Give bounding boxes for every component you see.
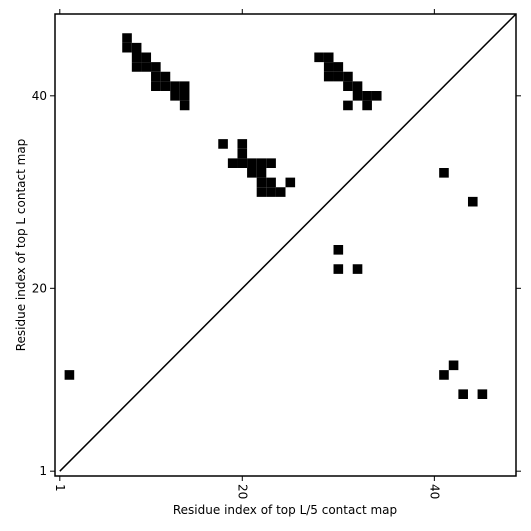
contact-point (439, 168, 449, 178)
contact-point (256, 177, 267, 188)
contact-point (477, 389, 488, 399)
contact-point (458, 389, 468, 399)
contact-point (343, 71, 353, 82)
contact-point (237, 139, 248, 149)
contact-point (218, 139, 228, 149)
contact-point (64, 370, 75, 380)
contact-point (352, 264, 363, 274)
contact-point (256, 158, 267, 168)
contact-point (439, 370, 449, 380)
x-tick-label: 1 (53, 484, 67, 492)
contact-point (371, 91, 382, 101)
contact-point (362, 100, 372, 111)
contact-point (179, 100, 190, 111)
contact-point (362, 91, 372, 101)
contact-point (122, 33, 132, 43)
contact-point (275, 187, 286, 197)
y-tick-label: 40 (32, 89, 47, 103)
x-tick-label: 40 (427, 484, 441, 499)
contact-point (256, 168, 267, 178)
contact-point (323, 71, 334, 82)
diagonal-line (59, 13, 517, 472)
contact-point (151, 81, 161, 91)
contact-point (160, 71, 171, 82)
contact-point (131, 62, 142, 72)
contact-point (467, 196, 478, 207)
contact-point (170, 81, 180, 91)
contact-point (170, 91, 180, 101)
contact-point (333, 62, 344, 72)
contact-point (227, 158, 238, 168)
contact-point (266, 177, 276, 188)
contact-point (323, 62, 334, 72)
contact-point (323, 52, 334, 63)
contact-point (131, 42, 142, 53)
contact-point (333, 264, 344, 274)
contact-point (122, 42, 132, 53)
contact-point (343, 100, 353, 111)
contact-point (285, 177, 296, 188)
contact-point (141, 52, 152, 63)
contact-point (151, 62, 161, 72)
contact-point (179, 81, 190, 91)
y-tick-label: 1 (39, 464, 47, 478)
contact-point (247, 168, 257, 178)
contact-point (314, 52, 324, 63)
y-axis-label: Residue index of top L contact map (14, 139, 28, 352)
contact-point (333, 71, 344, 82)
contact-point (333, 245, 344, 255)
x-axis-label: Residue index of top L/5 contact map (173, 503, 397, 517)
contact-point (179, 91, 190, 101)
contact-point (343, 81, 353, 91)
contact-point (247, 158, 257, 168)
plot-frame (54, 13, 517, 477)
contact-point (141, 62, 152, 72)
contact-point (352, 81, 363, 91)
contact-point (352, 91, 363, 101)
y-tick-label: 20 (32, 281, 47, 295)
x-tick-label: 20 (235, 484, 249, 499)
contact-point (266, 187, 276, 197)
contact-point (256, 187, 267, 197)
contact-point (266, 158, 276, 168)
contact-point (237, 148, 248, 159)
contact-point (237, 158, 248, 168)
contact-point (131, 52, 142, 63)
contact-point (448, 360, 459, 371)
contact-point (160, 81, 171, 91)
contact-point (151, 71, 161, 82)
